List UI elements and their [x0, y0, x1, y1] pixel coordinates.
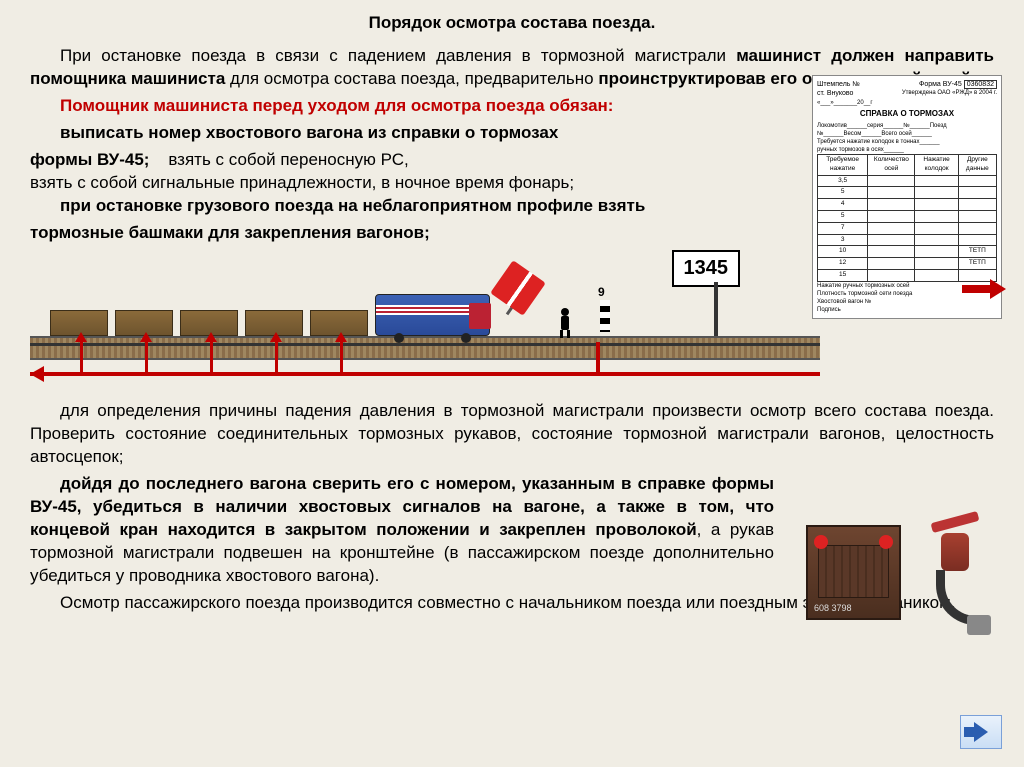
cell: ТЕТП: [958, 258, 996, 270]
tail-signal-icon: [879, 535, 893, 549]
form-station: ст. Внуково: [817, 89, 873, 98]
path-turn-icon: [596, 342, 600, 376]
cell: 10: [818, 246, 868, 258]
arrow-right-icon: [974, 722, 988, 742]
inspection-path-icon: [30, 372, 820, 376]
page-title: Порядок осмотра состава поезда.: [30, 12, 994, 35]
cell: 3,5: [818, 175, 868, 187]
arrow-up-icon: [210, 342, 213, 372]
duty-2: взять с собой сигнальные принадлежности,…: [30, 172, 784, 195]
person-icon: [560, 308, 570, 336]
next-page-button[interactable]: [960, 715, 1002, 749]
duty-1-bold: выписать номер хвостового вагона из спра…: [60, 123, 558, 142]
duty-1-rs: взять с собой переносную РС,: [149, 150, 408, 169]
inspection-paragraph: для определения причины падения давления…: [30, 400, 994, 469]
col-1: Требуемое нажатие: [818, 155, 868, 176]
km-post-icon: [600, 300, 610, 332]
cell: 5: [818, 187, 868, 199]
col-2: Количество осей: [868, 155, 915, 176]
form-arrow-icon: [962, 285, 992, 293]
arrow-up-icon: [80, 342, 83, 372]
red-heading-text: Помощник машиниста перед уходом для осмо…: [60, 96, 613, 115]
intro-text-1: При остановке поезда в связи с падением …: [60, 46, 736, 65]
form-foot-4: Подпись: [817, 306, 997, 314]
form-code: 0360832: [964, 80, 997, 89]
locomotive-icon: [375, 294, 490, 336]
duty-1-form: формы ВУ-45;: [30, 150, 149, 169]
form-foot-3: Хвостовой вагон №: [817, 298, 997, 306]
cell: 4: [818, 199, 868, 211]
tail-signal-icon: [814, 535, 828, 549]
arrow-left-icon: [30, 366, 44, 382]
wagon-rear-icon: 608 3798: [806, 525, 901, 620]
form-arrow-head-icon: [990, 279, 1006, 299]
cell: 5: [818, 210, 868, 222]
cell: 3: [818, 234, 868, 246]
last-wagon-bold: дойдя до последнего вагона сверить его с…: [30, 474, 774, 539]
sign-post-icon: [714, 282, 718, 342]
cell: ТЕТП: [958, 246, 996, 258]
rail-icon: [30, 343, 820, 346]
km-sign: 1345: [672, 250, 741, 287]
arrow-up-icon: [275, 342, 278, 372]
form-table: Требуемое нажатие Количество осей Нажати…: [817, 154, 997, 281]
intro-text-2: для осмотра состава поезда, предваритель…: [225, 69, 598, 88]
duty-3-bold: при остановке грузового поезда на неблаг…: [60, 196, 645, 215]
arrow-up-icon: [145, 342, 148, 372]
cell: 12: [818, 258, 868, 270]
train-diagram: 1345: [30, 250, 820, 390]
equipment-images: 608 3798: [806, 510, 1006, 650]
red-flag-icon: [490, 261, 546, 317]
cell: 15: [818, 269, 868, 281]
arrow-up-icon: [340, 342, 343, 372]
form-no: Форма ВУ-45: [919, 81, 962, 88]
form-title: СПРАВКА О ТОРМОЗАХ: [817, 109, 997, 120]
wagon-number: 608 3798: [814, 602, 852, 614]
brake-valve-icon: [911, 515, 1001, 635]
col-4: Другие данные: [958, 155, 996, 176]
vu45-form: Штемпель № ст. Внуково «___»_______20__г…: [812, 75, 1002, 319]
duty-3-cont: тормозные башмаки для закрепления вагоно…: [30, 222, 784, 245]
cell: 7: [818, 222, 868, 234]
col-3: Нажатие колодок: [915, 155, 958, 176]
